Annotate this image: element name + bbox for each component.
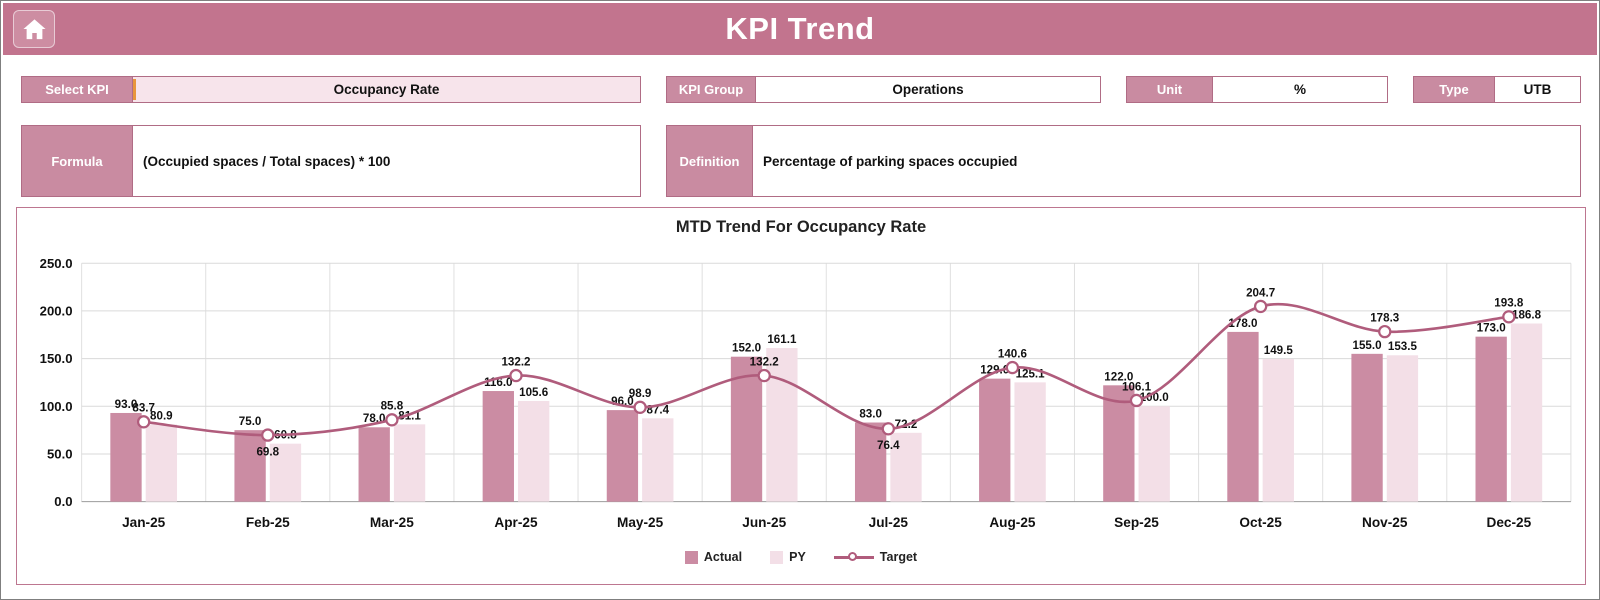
- svg-text:75.0: 75.0: [239, 415, 262, 428]
- select-kpi-dropdown[interactable]: Occupancy Rate: [132, 77, 640, 102]
- select-kpi-value: Occupancy Rate: [333, 82, 440, 97]
- legend-actual-label: Actual: [703, 550, 743, 565]
- page-title: KPI Trend: [725, 11, 875, 46]
- svg-text:100.0: 100.0: [40, 399, 73, 414]
- legend-py[interactable]: PY: [770, 550, 806, 564]
- svg-text:80.9: 80.9: [150, 409, 173, 422]
- svg-text:200.0: 200.0: [40, 303, 73, 318]
- svg-text:83.7: 83.7: [132, 402, 155, 415]
- svg-text:Dec-25: Dec-25: [1487, 515, 1532, 530]
- svg-text:Mar-25: Mar-25: [370, 515, 414, 530]
- formula-label: Formula: [22, 126, 132, 196]
- svg-text:173.0: 173.0: [1477, 322, 1506, 335]
- header: KPI Trend: [3, 3, 1597, 55]
- home-icon: [22, 18, 46, 39]
- svg-text:83.0: 83.0: [859, 407, 882, 420]
- chart-title: MTD Trend For Occupancy Rate: [675, 218, 927, 236]
- formula-field: Formula (Occupied spaces / Total spaces)…: [21, 125, 641, 197]
- legend-target[interactable]: Target: [833, 550, 918, 565]
- svg-text:204.7: 204.7: [1246, 286, 1275, 299]
- svg-text:98.9: 98.9: [629, 387, 652, 400]
- svg-text:153.5: 153.5: [1388, 340, 1418, 353]
- svg-text:Jun-25: Jun-25: [742, 515, 786, 530]
- formula-value: (Occupied spaces / Total spaces) * 100: [132, 126, 640, 196]
- definition-field: Definition Percentage of parking spaces …: [666, 125, 1581, 197]
- select-kpi-field: Select KPI Occupancy Rate: [21, 76, 641, 103]
- svg-text:Jan-25: Jan-25: [122, 515, 166, 530]
- svg-text:106.1: 106.1: [1122, 380, 1152, 393]
- svg-text:150.0: 150.0: [40, 351, 73, 366]
- definition-value: Percentage of parking spaces occupied: [752, 126, 1580, 196]
- svg-text:100.0: 100.0: [1140, 391, 1169, 404]
- svg-text:Feb-25: Feb-25: [246, 515, 290, 530]
- home-button[interactable]: [13, 10, 55, 48]
- unit-value: %: [1212, 77, 1387, 102]
- svg-text:161.1: 161.1: [767, 333, 797, 346]
- svg-text:Aug-25: Aug-25: [989, 515, 1036, 530]
- svg-text:129.0: 129.0: [980, 364, 1009, 377]
- type-label: Type: [1414, 77, 1494, 102]
- svg-text:Nov-25: Nov-25: [1362, 515, 1408, 530]
- svg-text:186.8: 186.8: [1512, 308, 1542, 321]
- svg-text:193.8: 193.8: [1494, 297, 1524, 310]
- svg-text:76.4: 76.4: [877, 439, 900, 452]
- svg-text:93.0: 93.0: [115, 398, 138, 411]
- chart-legend: Actual PY Target: [17, 550, 1585, 564]
- svg-text:50.0: 50.0: [47, 447, 73, 462]
- legend-target-label: Target: [879, 550, 918, 565]
- svg-text:132.2: 132.2: [750, 355, 779, 368]
- definition-label: Definition: [667, 126, 752, 196]
- legend-py-swatch: [770, 550, 784, 564]
- kpi-group-label: KPI Group: [667, 77, 755, 102]
- svg-text:132.2: 132.2: [501, 355, 530, 368]
- svg-text:250.0: 250.0: [40, 256, 73, 271]
- svg-text:155.0: 155.0: [1353, 339, 1382, 352]
- legend-actual-swatch: [684, 550, 698, 564]
- select-kpi-label: Select KPI: [22, 77, 132, 102]
- svg-text:122.0: 122.0: [1104, 370, 1133, 383]
- svg-text:Oct-25: Oct-25: [1239, 515, 1282, 530]
- type-field: Type UTB: [1413, 76, 1581, 103]
- unit-field: Unit %: [1126, 76, 1388, 103]
- svg-text:Apr-25: Apr-25: [494, 515, 538, 530]
- svg-text:69.8: 69.8: [256, 445, 279, 458]
- cell-cursor: [133, 79, 136, 100]
- legend-actual[interactable]: Actual: [684, 550, 743, 565]
- svg-text:Sep-25: Sep-25: [1114, 515, 1159, 530]
- svg-text:152.0: 152.0: [732, 342, 761, 355]
- svg-text:140.6: 140.6: [998, 347, 1028, 360]
- unit-label: Unit: [1127, 77, 1212, 102]
- kpi-trend-chart: 0.0 50.0 100.0 150.0 200.0 250.0 93.0 80.9 Jan-2…: [40, 256, 1572, 530]
- legend-target-line-sample: [833, 551, 874, 561]
- svg-text:May-25: May-25: [617, 515, 664, 530]
- legend-py-label: PY: [789, 550, 806, 565]
- svg-text:Jul-25: Jul-25: [869, 515, 909, 530]
- chart-panel: MTD Trend For Occupancy Rate 0.0 50.0 100.…: [16, 207, 1586, 585]
- svg-text:178.3: 178.3: [1370, 312, 1400, 325]
- svg-text:85.8: 85.8: [381, 400, 404, 413]
- legend-target-marker: [847, 551, 857, 561]
- svg-text:149.5: 149.5: [1264, 344, 1294, 357]
- kpi-group-value: Operations: [755, 77, 1100, 102]
- kpi-group-field: KPI Group Operations: [666, 76, 1101, 103]
- type-value: UTB: [1494, 77, 1580, 102]
- svg-text:105.6: 105.6: [519, 386, 549, 399]
- svg-text:0.0: 0.0: [54, 494, 72, 509]
